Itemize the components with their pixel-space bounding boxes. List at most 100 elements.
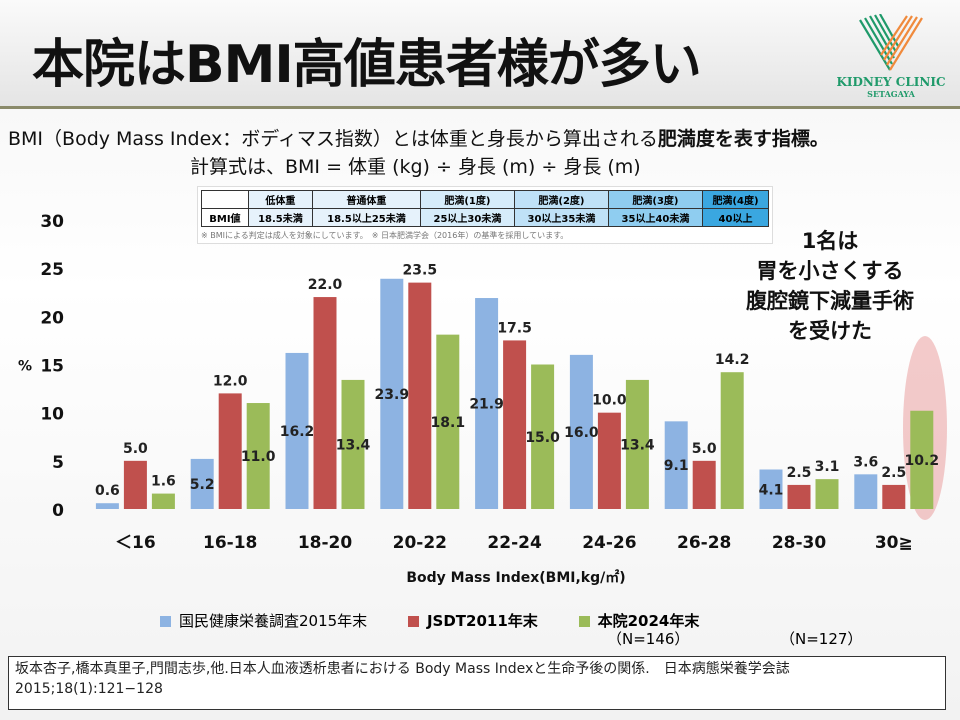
table-header-cell: 肥満(3度) xyxy=(607,190,703,209)
x-tick-label: 28-30 xyxy=(772,533,827,553)
bar-2 xyxy=(436,334,460,509)
data-label: 16.0 xyxy=(564,425,599,441)
data-label: 21.9 xyxy=(469,397,504,413)
clinic-logo: KIDNEY CLINIC SETAGAYA xyxy=(836,13,946,104)
x-tick-label: 20-22 xyxy=(393,533,447,553)
bmi-formula: 計算式は、BMI = 体重 (kg) ÷ 身長 (m) ÷ 身長 (m) xyxy=(190,156,641,178)
annotation-line: 胃を小さくする xyxy=(756,259,904,283)
data-label: 16.2 xyxy=(280,424,315,440)
data-label: 1.6 xyxy=(151,474,176,490)
data-label: 3.6 xyxy=(853,454,878,470)
table-header-cell: 低体重 xyxy=(247,190,313,209)
bar-0 xyxy=(664,421,688,509)
bar-0 xyxy=(95,503,119,509)
data-label: 11.0 xyxy=(241,449,276,465)
citation: 坂本杏子,橋本真里子,門間志歩,他.日本人血液透析患者における Body Mas… xyxy=(8,656,946,710)
header: 本院はBMI高値患者様が多い KIDNEY CLINIC SETAGAYA xyxy=(0,0,960,108)
logo-name: KIDNEY CLINIC xyxy=(836,75,946,89)
legend-label: 国民健康栄養調査2015年末 xyxy=(179,612,368,630)
data-label: 2.5 xyxy=(787,465,812,481)
legend-swatch xyxy=(407,616,419,627)
y-tick-label: 0 xyxy=(52,501,64,521)
bar-1 xyxy=(597,412,621,509)
data-label: 0.6 xyxy=(95,483,120,499)
data-label: 13.4 xyxy=(620,437,655,453)
y-tick-label: 5 xyxy=(52,453,64,473)
bar-2 xyxy=(151,493,175,509)
data-label: 23.9 xyxy=(375,387,410,403)
bar-2 xyxy=(625,379,649,509)
table-header-cell: 肥満(2度) xyxy=(513,190,609,209)
legend-label: JSDT2011年末 xyxy=(426,612,538,630)
bar-1 xyxy=(787,484,811,509)
bar-1 xyxy=(123,460,147,509)
table-header-cell: 肥満(4度) xyxy=(701,190,770,209)
bar-1 xyxy=(503,340,527,509)
data-label: 3.1 xyxy=(815,459,840,475)
bar-2 xyxy=(341,379,365,509)
data-label: 18.1 xyxy=(431,415,466,431)
x-tick-label: 26-28 xyxy=(677,533,731,553)
data-label: 14.2 xyxy=(715,352,750,368)
data-label: 5.0 xyxy=(692,441,717,457)
bmi-description: BMI（Body Mass Index：ボディマス指数）とは体重と身長から算出さ… xyxy=(8,124,829,151)
table-row: BMI値 18.5未満 18.5以上25未満 25以上30未満 30以上35未満 35以上… xyxy=(201,208,770,227)
y-tick-label: 20 xyxy=(40,308,64,328)
annotation-line: 1名は xyxy=(801,229,859,253)
bar-0 xyxy=(190,458,214,509)
bar-2 xyxy=(720,372,744,509)
chart-legend: 国民健康栄養調査2015年末 JSDT2011年末 本院2024年末 xyxy=(160,610,735,631)
y-axis-label: % xyxy=(18,359,32,375)
data-label: 15.0 xyxy=(525,430,560,446)
slide-title: 本院はBMI高値患者様が多い xyxy=(32,35,702,95)
table-cell: 35以上40未満 xyxy=(607,208,703,227)
header-divider xyxy=(0,106,960,109)
y-tick-label: 25 xyxy=(40,260,64,280)
data-label: 9.1 xyxy=(664,458,689,474)
table-header-cell: 肥満(1度) xyxy=(419,190,515,209)
table-note: ※ BMIによる判定は成人を対象にしています。 ※ 日本肥満学会（2016年）の… xyxy=(201,231,569,240)
bar-2 xyxy=(531,364,555,509)
x-axis-label: Body Mass Index(BMI,kg/㎡) xyxy=(406,569,625,586)
table-cell: 40以上 xyxy=(701,208,770,227)
legend-item: 国民健康栄養調査2015年末 xyxy=(160,610,367,631)
data-label: 4.1 xyxy=(759,482,784,498)
data-label: 13.4 xyxy=(336,437,371,453)
bar-0 xyxy=(475,298,499,509)
description-emphasis: 肥満度を表す指標。 xyxy=(657,128,829,150)
bar-1 xyxy=(313,297,337,509)
x-tick-label: 22-24 xyxy=(487,533,542,553)
logo-sub: SETAGAYA xyxy=(867,89,915,99)
logo-mark-icon xyxy=(859,13,923,71)
bar-1 xyxy=(882,484,906,509)
legend-label: 本院2024年末 xyxy=(597,612,700,630)
bar-0 xyxy=(854,474,878,509)
bar-2 xyxy=(246,403,270,509)
bar-0 xyxy=(380,278,404,509)
x-tick-label: ＜16 xyxy=(115,533,156,553)
data-label: 23.5 xyxy=(403,263,438,279)
data-label: 10.2 xyxy=(905,453,940,469)
jsdt-sample-size: （N=146） xyxy=(607,630,690,648)
bar-0 xyxy=(759,469,783,509)
bar-1 xyxy=(408,282,432,509)
clinic-sample-size: （N=127） xyxy=(780,630,863,648)
data-label: 12.0 xyxy=(213,373,248,389)
data-label: 22.0 xyxy=(308,277,343,293)
table-cell: 18.5未満 xyxy=(247,208,313,227)
annotation-line: を受けた xyxy=(788,319,872,343)
table-cell: 25以上30未満 xyxy=(419,208,515,227)
legend-swatch xyxy=(160,616,171,627)
bar-0 xyxy=(569,354,593,509)
bar-0 xyxy=(285,352,309,509)
table-cell: 18.5以上25未満 xyxy=(311,208,421,227)
y-tick-label: 10 xyxy=(40,405,64,425)
description-text: BMI（Body Mass Index：ボディマス指数）とは体重と身長から算出さ… xyxy=(8,128,658,150)
x-tick-label: 24-26 xyxy=(582,533,636,553)
legend-item: 本院2024年末 xyxy=(578,610,700,631)
y-tick-label: 15 xyxy=(40,357,64,377)
table-cell: BMI値 xyxy=(201,208,249,227)
bar-2 xyxy=(815,479,839,509)
data-label: 5.0 xyxy=(123,441,148,457)
